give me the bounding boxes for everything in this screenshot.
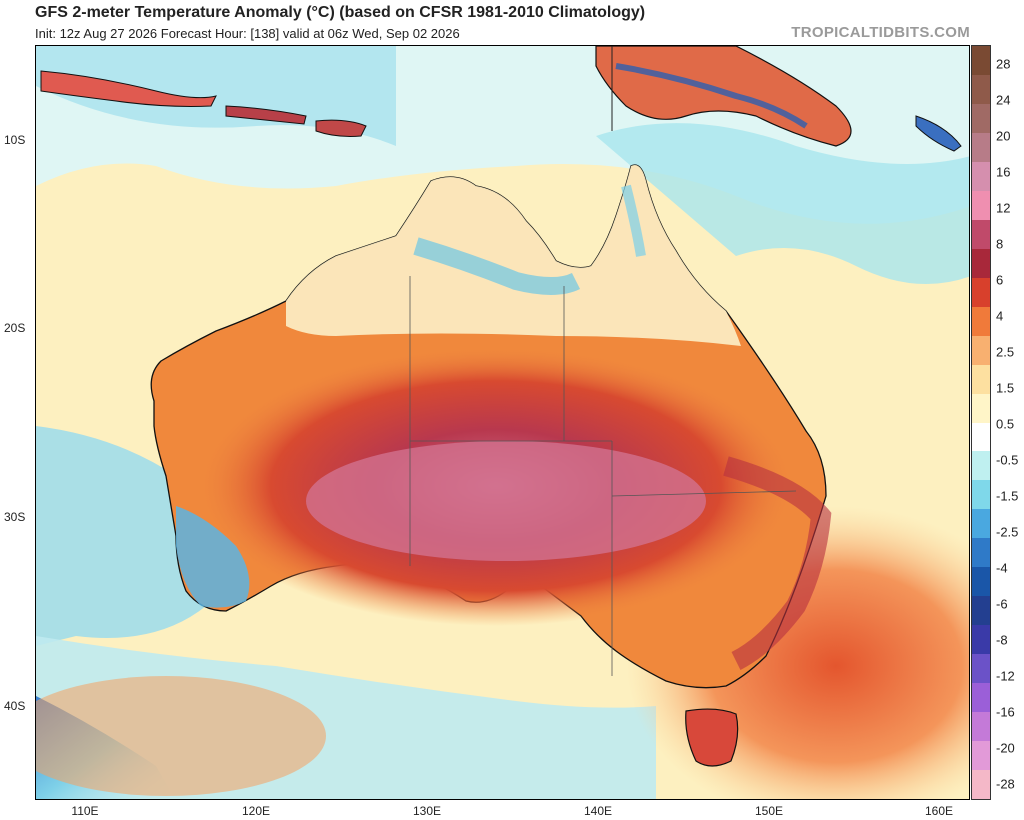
lon-label-120e: 120E [241, 804, 271, 818]
lon-label-160e: 160E [924, 804, 954, 818]
colorbar-tick-label: -0.5 [996, 452, 1019, 468]
colorbar-segment [972, 132, 990, 163]
map-subtitle: Init: 12z Aug 27 2026 Forecast Hour: [13… [35, 26, 460, 41]
java-island [40, 70, 217, 107]
heat-core-max [306, 441, 706, 561]
cape-york-cool [621, 184, 646, 257]
gulf-cool-band [413, 237, 581, 295]
timor-island [315, 119, 367, 137]
colorbar-tick-label: 6 [996, 272, 1004, 288]
colorbar-tick-label: 8 [996, 236, 1004, 252]
colorbar-tick-label: 0.5 [996, 416, 1015, 432]
east-coast-warm-band [723, 456, 832, 670]
brand-watermark: TROPICALTIDBITS.COM [791, 24, 970, 41]
colorbar-segment [972, 538, 990, 568]
colorbar-tick-label: -4 [996, 560, 1008, 576]
colorbar-segment [972, 306, 990, 337]
colorbar-segment [972, 277, 990, 308]
colorbar-segment [972, 480, 990, 510]
lon-label-150e: 150E [754, 804, 784, 818]
anomaly-map [35, 45, 970, 800]
colorbar-tick-label: -12 [996, 668, 1015, 684]
colorbar-segment [972, 364, 990, 395]
colorbar-segment [972, 509, 990, 539]
southwest-warm-band [36, 676, 326, 796]
colorbar-tick-label: 4 [996, 308, 1004, 324]
colorbar-segment [972, 596, 990, 626]
qld-nsw-border [611, 490, 797, 497]
colorbar-segment [972, 422, 990, 452]
new-guinea-landmass [595, 46, 852, 147]
colorbar-segment [972, 683, 990, 713]
colorbar-segment [972, 741, 990, 771]
colorbar-tick-label: 2.5 [996, 344, 1015, 360]
colorbar-segment [972, 190, 990, 221]
colorbar-segment [972, 335, 990, 366]
lesser-sunda-islands [225, 105, 307, 125]
colorbar-segment [972, 74, 990, 105]
lat-label-20s: 20S [4, 321, 26, 335]
colorbar-segment [972, 103, 990, 134]
colorbar-segment [972, 712, 990, 742]
solomon-islands [915, 115, 962, 152]
colorbar-tick-label: -6 [996, 596, 1008, 612]
colorbar-segment [972, 451, 990, 481]
colorbar-tick-label: 16 [996, 164, 1011, 180]
coral-sea-cool [596, 123, 969, 284]
colorbar-tick-label: -1.5 [996, 488, 1019, 504]
colorbar-segment [972, 248, 990, 279]
colorbar-segment [972, 770, 990, 800]
colorbar-segment [972, 393, 990, 423]
colorbar-tick-label: 24 [996, 92, 1011, 108]
colorbar-tick-label: -16 [996, 704, 1015, 720]
southwest-cool-patch [176, 506, 250, 608]
colorbar-segment [972, 46, 990, 76]
colorbar-segment [972, 219, 990, 250]
map-title: GFS 2-meter Temperature Anomaly (°C) (ba… [35, 4, 646, 21]
colorbar-tick-label: -2.5 [996, 524, 1019, 540]
lon-label-130e: 130E [412, 804, 442, 818]
tasmania [685, 708, 739, 767]
lat-label-30s: 30S [4, 510, 26, 524]
colorbar-tick-label: 20 [996, 128, 1011, 144]
lat-label-40s: 40S [4, 699, 26, 713]
lon-label-140e: 140E [583, 804, 613, 818]
anomaly-colorbar [971, 45, 991, 800]
west-cool-waters [36, 426, 208, 646]
colorbar-tick-label: -20 [996, 740, 1015, 756]
anomaly-map-svg [36, 46, 969, 799]
colorbar-tick-label: -8 [996, 632, 1008, 648]
lon-label-110e: 110E [71, 804, 99, 818]
colorbar-segment [972, 654, 990, 684]
colorbar-tick-label: -28 [996, 776, 1015, 792]
colorbar-segment [972, 567, 990, 597]
lat-label-10s: 10S [4, 133, 26, 147]
colorbar-tick-label: 1.5 [996, 380, 1015, 396]
colorbar-tick-label: 28 [996, 56, 1011, 72]
new-guinea-cold-ridge [615, 63, 808, 129]
colorbar-segment [972, 161, 990, 192]
colorbar-tick-label: 12 [996, 200, 1011, 216]
colorbar-segment [972, 625, 990, 655]
